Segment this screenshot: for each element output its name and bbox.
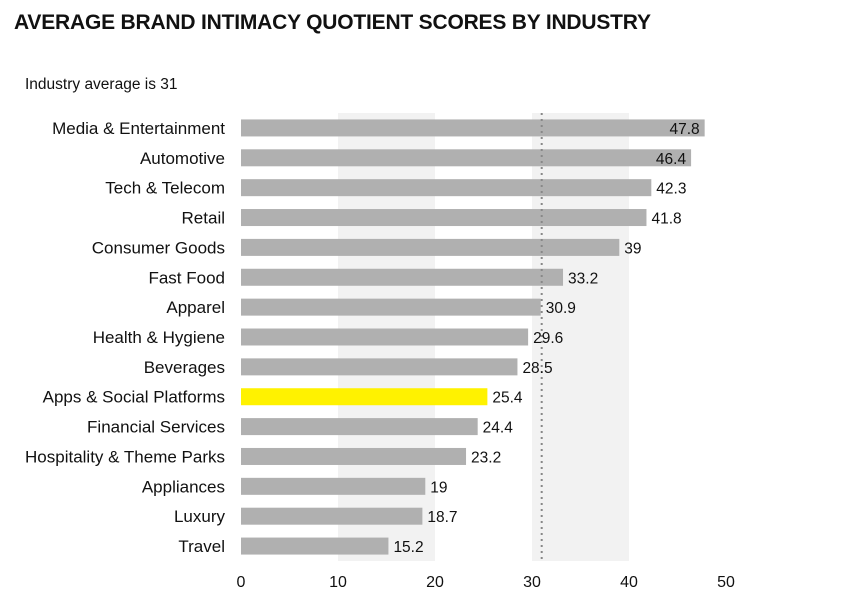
chart-title: AVERAGE BRAND INTIMACY QUOTIENT SCORES B…: [14, 11, 651, 34]
bar: [241, 447, 467, 465]
value-label: 15.2: [393, 539, 423, 556]
category-label: Consumer Goods: [92, 238, 225, 257]
bar: [241, 179, 652, 197]
value-label: 33.2: [568, 270, 598, 287]
value-label: 24.4: [483, 420, 514, 437]
x-tick-label: 30: [523, 574, 541, 591]
value-label: 25.4: [492, 390, 523, 407]
category-label: Media & Entertainment: [52, 119, 225, 138]
category-label: Beverages: [144, 358, 225, 377]
bar: [241, 388, 488, 406]
value-label: 46.4: [656, 151, 687, 168]
bar: [241, 418, 478, 436]
bar: [241, 477, 426, 495]
category-label: Apparel: [166, 298, 225, 317]
value-label: 41.8: [651, 211, 681, 228]
bar: [241, 298, 541, 316]
category-label: Fast Food: [148, 268, 225, 287]
bar: [241, 358, 518, 376]
x-tick-label: 0: [237, 574, 246, 591]
bar: [241, 149, 692, 167]
category-label: Travel: [178, 537, 225, 556]
bar: [241, 119, 705, 137]
category-label: Retail: [182, 209, 225, 228]
value-label: 42.3: [656, 181, 686, 198]
value-label: 28.5: [522, 360, 552, 377]
x-tick-label: 20: [426, 574, 444, 591]
value-label: 30.9: [546, 300, 576, 317]
bar: [241, 537, 389, 555]
category-label: Tech & Telecom: [105, 179, 225, 198]
value-label: 23.2: [471, 449, 501, 466]
category-label: Automotive: [140, 149, 225, 168]
bar: [241, 268, 564, 286]
bar: [241, 507, 423, 525]
bar: [241, 328, 529, 346]
category-label: Hospitality & Theme Parks: [25, 447, 225, 466]
value-label: 29.6: [533, 330, 563, 347]
category-label: Financial Services: [87, 418, 225, 437]
bar: [241, 209, 647, 227]
x-tick-label: 40: [620, 574, 638, 591]
category-label: Appliances: [142, 477, 225, 496]
value-label: 39: [624, 240, 641, 257]
category-label: Apps & Social Platforms: [43, 388, 225, 407]
x-tick-label: 50: [717, 574, 735, 591]
category-label: Health & Hygiene: [93, 328, 225, 347]
value-label: 19: [430, 479, 447, 496]
chart-subtitle: Industry average is 31: [25, 76, 178, 93]
category-label: Luxury: [174, 507, 226, 526]
bar: [241, 238, 620, 256]
x-tick-label: 10: [329, 574, 347, 591]
value-label: 47.8: [669, 121, 699, 138]
value-label: 18.7: [427, 509, 457, 526]
